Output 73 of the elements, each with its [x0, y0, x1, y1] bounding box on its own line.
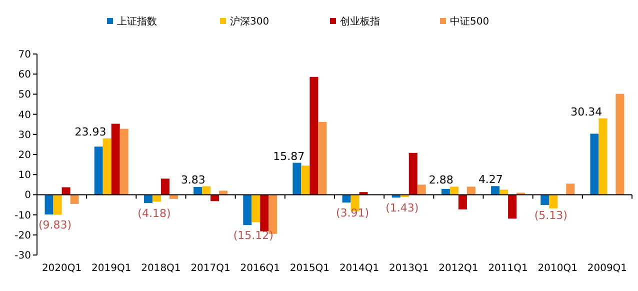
- y-tick-label: 0: [24, 190, 31, 202]
- bar: [194, 187, 202, 195]
- y-tick-label: 60: [18, 70, 31, 81]
- data-label: (15.12): [233, 229, 274, 242]
- y-tick-label: 70: [18, 50, 31, 60]
- bar: [458, 194, 467, 210]
- bar: [102, 138, 112, 195]
- bar: [590, 134, 599, 195]
- x-tick-label: 2017Q1: [190, 263, 230, 274]
- x-tick-label: 2014Q1: [339, 263, 380, 274]
- y-tick-label: 30: [18, 130, 31, 141]
- bar: [508, 194, 517, 219]
- bar: [466, 186, 476, 195]
- x-tick-label: 2016Q1: [240, 263, 280, 274]
- bar: [566, 184, 575, 195]
- data-label: 3.83: [180, 173, 206, 186]
- bar: [540, 194, 550, 206]
- bar: [491, 186, 500, 195]
- data-label: 2.88: [428, 174, 454, 187]
- bar: [616, 94, 624, 195]
- x-tick-label: 2019Q1: [92, 263, 132, 274]
- bar: [160, 178, 170, 195]
- bar: [450, 186, 458, 195]
- x-tick-label: 2015Q1: [290, 263, 330, 274]
- bar: [318, 122, 327, 195]
- data-label: (3.91): [336, 206, 370, 220]
- data-label: 15.87: [273, 150, 305, 163]
- bar: [44, 194, 54, 214]
- legend-label: 中证500: [450, 16, 490, 28]
- data-label: (4.18): [138, 207, 171, 220]
- data-label: 23.93: [74, 125, 106, 138]
- x-tick-label: 2009Q1: [587, 263, 628, 274]
- y-tick-label: 10: [18, 170, 31, 182]
- x-tick-label: 2010Q1: [538, 263, 578, 274]
- bar: [417, 184, 426, 195]
- legend-label: 上证指数: [117, 16, 157, 28]
- data-label: (1.43): [386, 202, 419, 215]
- x-tick-label: 2011Q1: [488, 263, 528, 274]
- bar: [70, 194, 79, 204]
- x-tick-label: 2013Q1: [389, 263, 429, 274]
- data-label: (9.83): [38, 218, 72, 232]
- bar: [310, 76, 318, 195]
- bar: [292, 162, 302, 195]
- bar: [152, 194, 161, 202]
- x-tick-label: 2018Q1: [141, 263, 181, 274]
- bar: [408, 152, 418, 195]
- data-label: 30.34: [570, 105, 602, 118]
- bar: [549, 194, 558, 208]
- bar: [169, 194, 178, 199]
- bar: [120, 128, 128, 195]
- bar: [94, 146, 103, 195]
- y-tick-label: 50: [18, 90, 31, 101]
- y-tick-label: -10: [14, 210, 31, 222]
- bar: [210, 194, 220, 202]
- bar: [342, 194, 351, 203]
- y-tick-label: 20: [18, 150, 31, 161]
- bar: [252, 194, 260, 222]
- x-tick-label: 2012Q1: [438, 263, 478, 274]
- bar: [301, 166, 310, 195]
- bar: [111, 124, 120, 195]
- legend-label: 创业板指: [340, 16, 380, 28]
- y-tick-label: 40: [18, 110, 31, 121]
- y-tick-label: -20: [14, 230, 31, 242]
- legend-label: 沪深300: [230, 16, 270, 28]
- y-tick-label: -30: [14, 250, 31, 262]
- data-label: (5.13): [534, 209, 568, 222]
- bar: [598, 118, 608, 195]
- x-tick-label: 2020Q1: [42, 263, 82, 274]
- data-label: 4.27: [478, 173, 503, 186]
- bar: [144, 194, 152, 204]
- bar: [243, 194, 252, 226]
- bar: [260, 194, 269, 232]
- bar: [53, 194, 62, 215]
